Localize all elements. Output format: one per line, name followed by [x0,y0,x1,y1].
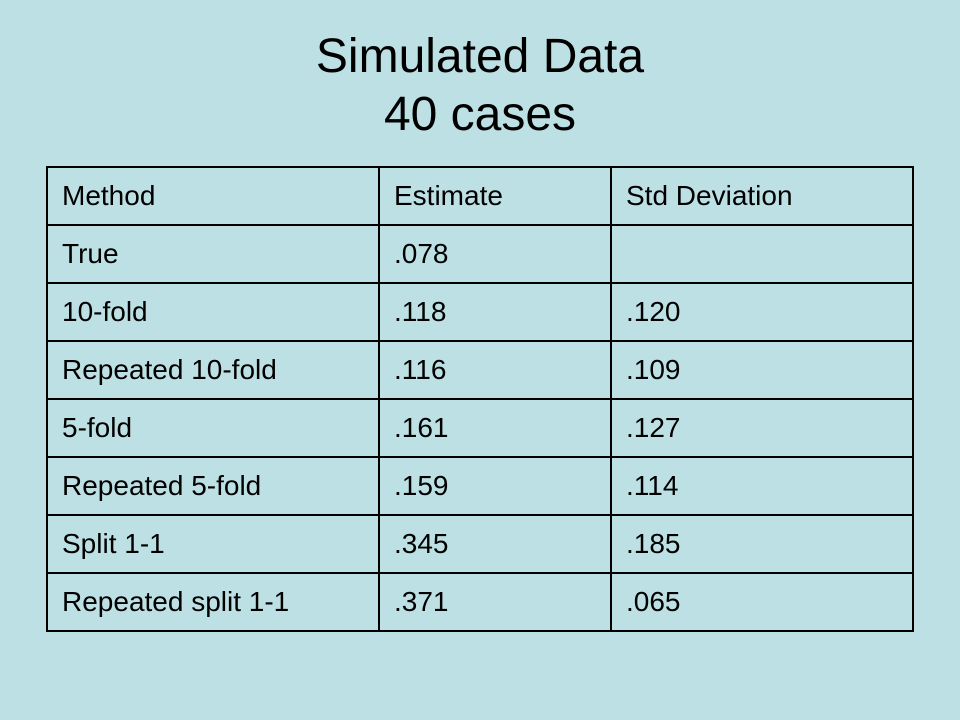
table-row: 5-fold .161 .127 [46,398,914,458]
method-cell: 5-fold [46,398,380,458]
method-cell: Split 1-1 [46,514,380,574]
header-cell-method: Method [46,166,380,226]
std-deviation-cell [610,224,914,284]
header-cell-estimate: Estimate [378,166,612,226]
table-row: Repeated 5-fold .159 .114 [46,456,914,516]
title-line-2: 40 cases [383,88,577,141]
std-deviation-cell: .127 [610,398,914,458]
method-cell: True [46,224,380,284]
std-deviation-cell: .065 [610,572,914,632]
std-deviation-cell: .120 [610,282,914,342]
table-row: 10-fold .118 .120 [46,282,914,342]
std-deviation-cell: .109 [610,340,914,400]
estimate-cell: .116 [378,340,612,400]
table-row: Repeated split 1-1 .371 .065 [46,572,914,632]
std-deviation-cell: .185 [610,514,914,574]
results-table: Method Estimate Std Deviation True .078 … [46,166,914,632]
title-line-1: Simulated Data [315,30,645,83]
estimate-cell: .371 [378,572,612,632]
method-cell: Repeated split 1-1 [46,572,380,632]
estimate-cell: .345 [378,514,612,574]
estimate-cell: .078 [378,224,612,284]
estimate-cell: .118 [378,282,612,342]
slide-title: Simulated Data 40 cases [0,28,960,144]
table-row: Repeated 10-fold .116 .109 [46,340,914,400]
estimate-cell: .161 [378,398,612,458]
method-cell: Repeated 10-fold [46,340,380,400]
method-cell: 10-fold [46,282,380,342]
table-row: Split 1-1 .345 .185 [46,514,914,574]
method-cell: Repeated 5-fold [46,456,380,516]
std-deviation-cell: .114 [610,456,914,516]
estimate-cell: .159 [378,456,612,516]
table-header-row: Method Estimate Std Deviation [46,166,914,226]
table-row: True .078 [46,224,914,284]
header-cell-std-deviation: Std Deviation [610,166,914,226]
